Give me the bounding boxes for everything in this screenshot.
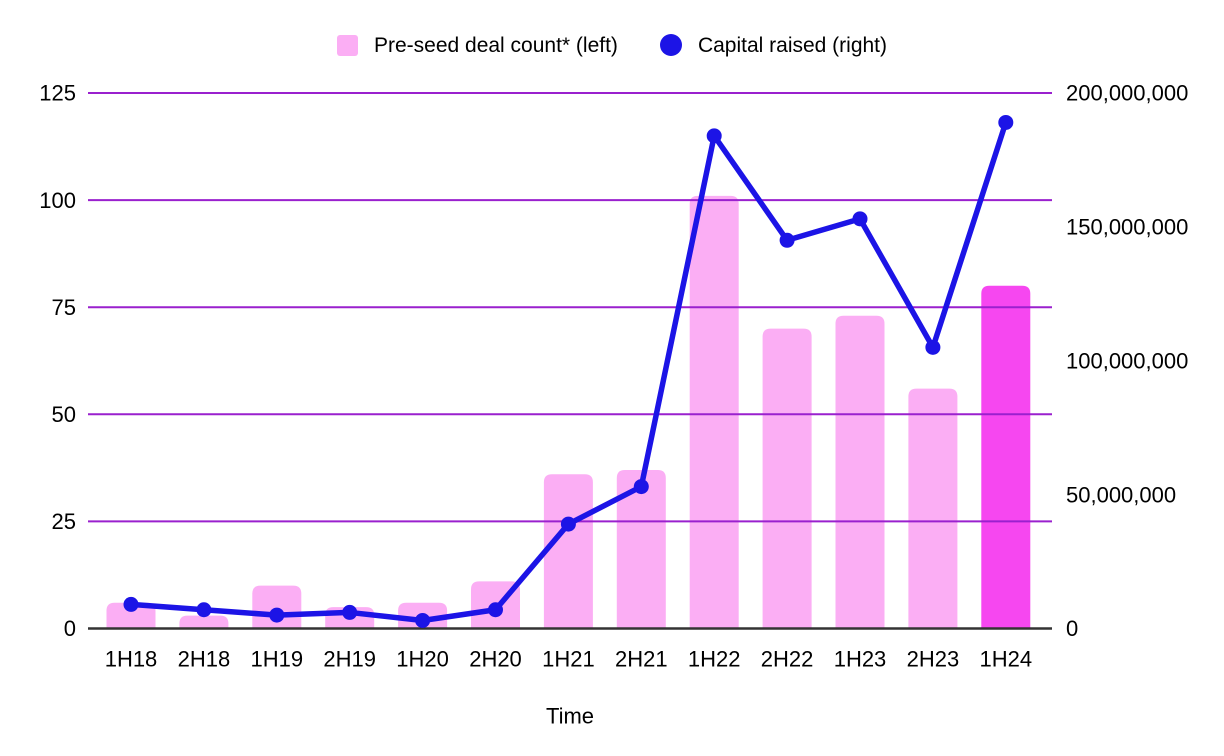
x-axis-title: Time bbox=[546, 704, 594, 729]
left-axis-tick-100: 100 bbox=[39, 188, 76, 213]
line-point-2H18[interactable] bbox=[196, 602, 212, 618]
left-axis-tick-50: 50 bbox=[52, 402, 76, 427]
x-axis-label-2H21: 2H21 bbox=[615, 647, 668, 672]
bar-1H23[interactable] bbox=[835, 315, 885, 629]
x-axis-label-1H24: 1H24 bbox=[980, 647, 1033, 672]
legend-label-capital-raised: Capital raised (right) bbox=[697, 33, 888, 57]
line-point-1H22[interactable] bbox=[706, 128, 722, 144]
bar-1H22[interactable] bbox=[689, 195, 739, 629]
bar-2H22[interactable] bbox=[762, 328, 812, 629]
right-axis-tick-50000000: 50,000,000 bbox=[1066, 482, 1176, 507]
line-point-2H19[interactable] bbox=[342, 604, 358, 620]
x-axis-label-1H23: 1H23 bbox=[834, 647, 887, 672]
line-point-1H23[interactable] bbox=[852, 211, 868, 227]
x-axis-label-2H22: 2H22 bbox=[761, 647, 814, 672]
bar-series-swatch-icon bbox=[336, 34, 358, 56]
bar-2H21[interactable] bbox=[616, 469, 666, 629]
left-axis-tick-75: 75 bbox=[52, 295, 76, 320]
line-point-2H23[interactable] bbox=[925, 339, 941, 355]
x-axis-label-1H22: 1H22 bbox=[688, 647, 741, 672]
left-axis-tick-0: 0 bbox=[64, 616, 76, 641]
x-axis-label-2H19: 2H19 bbox=[323, 647, 376, 672]
line-point-1H18[interactable] bbox=[123, 596, 139, 612]
bar-1H21[interactable] bbox=[543, 474, 593, 629]
legend-item-capital-raised[interactable]: Capital raised (right) bbox=[659, 33, 888, 57]
legend-label-deal-count: Pre-seed deal count* (left) bbox=[373, 33, 618, 57]
left-axis-tick-125: 125 bbox=[39, 81, 76, 106]
legend-item-deal-count[interactable]: Pre-seed deal count* (left) bbox=[336, 33, 618, 57]
line-point-1H20[interactable] bbox=[415, 612, 431, 628]
line-point-1H24[interactable] bbox=[998, 114, 1014, 130]
bar-1H24[interactable] bbox=[981, 285, 1031, 629]
line-series-swatch-icon bbox=[659, 34, 682, 56]
bar-1H18[interactable] bbox=[106, 602, 156, 629]
line-point-2H20[interactable] bbox=[488, 602, 503, 618]
line-point-1H21[interactable] bbox=[560, 516, 576, 532]
line-point-2H22[interactable] bbox=[779, 232, 795, 248]
x-axis-label-1H18: 1H18 bbox=[105, 647, 158, 672]
line-point-1H19[interactable] bbox=[269, 607, 285, 623]
left-axis-tick-25: 25 bbox=[52, 509, 76, 534]
bar-1H19[interactable] bbox=[252, 585, 302, 629]
line-point-2H21[interactable] bbox=[633, 479, 649, 495]
right-axis-tick-0: 0 bbox=[1066, 616, 1078, 641]
right-axis-tick-100000000: 100,000,000 bbox=[1066, 348, 1188, 373]
bar-2H18[interactable] bbox=[179, 615, 229, 629]
bar-2H23[interactable] bbox=[908, 388, 958, 629]
chart-legend: Pre-seed deal count* (left) Capital rais… bbox=[0, 30, 1224, 60]
x-axis-label-2H23: 2H23 bbox=[907, 647, 960, 672]
x-axis-label-1H20: 1H20 bbox=[396, 647, 449, 672]
x-axis-label-2H18: 2H18 bbox=[178, 647, 231, 672]
right-axis-tick-200000000: 200,000,000 bbox=[1066, 81, 1188, 106]
x-axis-label-1H19: 1H19 bbox=[251, 647, 304, 672]
right-axis-tick-150000000: 150,000,000 bbox=[1066, 215, 1188, 240]
x-axis-label-1H21: 1H21 bbox=[542, 647, 595, 672]
x-axis-label-2H20: 2H20 bbox=[469, 647, 522, 672]
